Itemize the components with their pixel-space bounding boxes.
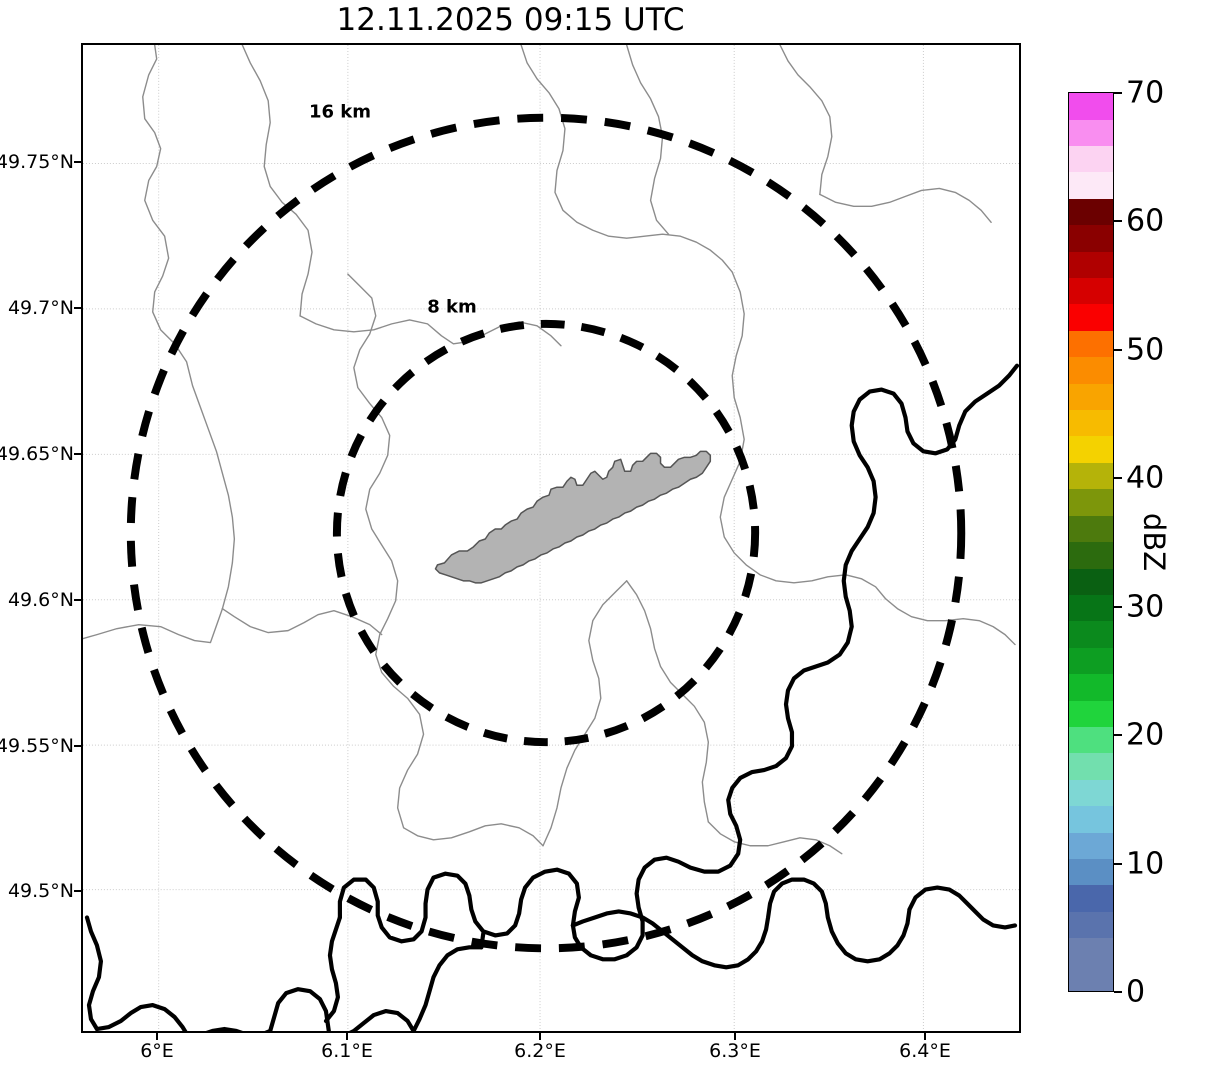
colorbar-segment-20	[1069, 436, 1113, 463]
cbar-label-50: 50	[1126, 332, 1165, 368]
cbar-label-10: 10	[1126, 846, 1165, 882]
colorbar-segment-18	[1069, 489, 1113, 516]
x-axis-labels: 6°E 6.1°E 6.2°E 6.3°E 6.4°E	[81, 1036, 1021, 1072]
xtick-mark-6-1	[346, 1033, 348, 1040]
xtick-label-6-3: 6.3°E	[709, 1040, 761, 1062]
ytick-mark-49-6	[74, 599, 81, 601]
ytick-label-49-6: 49.6°N	[7, 589, 74, 611]
colorbar-segment-24	[1069, 330, 1113, 358]
colorbar-segment-22	[1069, 383, 1113, 411]
colorbar-segment-12	[1069, 647, 1113, 675]
colorbar-segment-19	[1069, 462, 1113, 490]
cbar-label-70: 70	[1126, 75, 1165, 111]
cbar-tick-20	[1114, 734, 1122, 736]
xtick-mark-6-2	[539, 1033, 541, 1040]
cbar-tick-0	[1114, 991, 1122, 993]
xtick-mark-6	[156, 1033, 158, 1040]
ytick-mark-49-65	[74, 453, 81, 455]
country-border	[84, 363, 1019, 1031]
cbar-tick-70	[1114, 92, 1122, 94]
colorbar-segment-29	[1069, 198, 1113, 226]
ytick-label-49-75: 49.75°N	[0, 151, 74, 173]
ytick-label-49-65: 49.65°N	[0, 443, 74, 465]
colorbar-segment-32	[1069, 119, 1113, 146]
admin-boundaries	[83, 45, 1016, 855]
cbar-tick-10	[1114, 863, 1122, 865]
cbar-tick-40	[1114, 477, 1122, 479]
colorbar[interactable]: 0 10 20 30 40 50 60 70	[1068, 76, 1164, 1010]
colorbar-segment-10	[1069, 700, 1113, 727]
ytick-mark-49-7	[74, 307, 81, 309]
xtick-mark-6-3	[734, 1033, 736, 1040]
colorbar-segment-11	[1069, 674, 1113, 701]
cbar-label-60: 60	[1126, 203, 1165, 239]
colorbar-gradient	[1068, 92, 1114, 992]
xtick-mark-6-4	[924, 1033, 926, 1040]
colorbar-segment-13	[1069, 621, 1113, 648]
xtick-label-6-4: 6.4°E	[899, 1040, 951, 1062]
colorbar-segment-28	[1069, 225, 1113, 252]
range-ring-label-16km: 16 km	[308, 101, 372, 123]
range-ring-8km	[332, 319, 760, 747]
cbar-label-0: 0	[1126, 974, 1146, 1010]
city-area-polygon	[434, 450, 712, 584]
colorbar-axis-label: dBZ	[1137, 512, 1171, 572]
colorbar-segment-21	[1069, 410, 1113, 437]
ytick-mark-49-5	[74, 890, 81, 892]
cbar-label-40: 40	[1126, 460, 1165, 496]
cbar-label-30: 30	[1126, 589, 1165, 625]
gridlines	[83, 45, 1019, 1031]
colorbar-segment-4	[1069, 858, 1113, 886]
colorbar-segment-5	[1069, 832, 1113, 859]
page-title: 12.11.2025 09:15 UTC	[336, 2, 685, 38]
range-ring-label-8km: 8 km	[427, 296, 477, 318]
colorbar-segment-17	[1069, 515, 1113, 543]
colorbar-segment-8	[1069, 753, 1113, 780]
colorbar-segment-25	[1069, 304, 1113, 331]
colorbar-segment-0	[1069, 964, 1113, 991]
map-plot-area[interactable]	[81, 43, 1021, 1033]
cbar-tick-60	[1114, 220, 1122, 222]
xtick-label-6: 6°E	[140, 1040, 174, 1062]
cbar-tick-30	[1114, 606, 1122, 608]
range-ring-16km	[126, 113, 966, 953]
colorbar-segment-2	[1069, 911, 1113, 939]
colorbar-segment-31	[1069, 146, 1113, 173]
colorbar-segment-3	[1069, 885, 1113, 912]
ytick-mark-49-75	[74, 161, 81, 163]
ytick-mark-49-55	[74, 745, 81, 747]
colorbar-segment-7	[1069, 779, 1113, 807]
ytick-label-49-55: 49.55°N	[0, 735, 74, 757]
map-canvas	[83, 45, 1019, 1031]
xtick-label-6-1: 6.1°E	[321, 1040, 373, 1062]
colorbar-segment-30	[1069, 172, 1113, 199]
y-axis-labels: 49.75°N 49.7°N 49.65°N 49.6°N 49.55°N 49…	[0, 43, 74, 1033]
ytick-label-49-7: 49.7°N	[7, 297, 74, 319]
cbar-tick-50	[1114, 349, 1122, 351]
range-rings	[126, 113, 966, 953]
ytick-label-49-5: 49.5°N	[7, 880, 74, 902]
colorbar-segment-6	[1069, 806, 1113, 833]
xtick-label-6-2: 6.2°E	[514, 1040, 566, 1062]
colorbar-segment-27	[1069, 251, 1113, 279]
colorbar-segment-16	[1069, 542, 1113, 569]
colorbar-segment-14	[1069, 594, 1113, 622]
colorbar-segment-26	[1069, 278, 1113, 305]
colorbar-segment-9	[1069, 726, 1113, 754]
cbar-label-20: 20	[1126, 717, 1165, 753]
colorbar-segment-23	[1069, 357, 1113, 384]
colorbar-segment-33	[1069, 93, 1113, 120]
colorbar-segment-1	[1069, 938, 1113, 965]
colorbar-segment-15	[1069, 568, 1113, 595]
